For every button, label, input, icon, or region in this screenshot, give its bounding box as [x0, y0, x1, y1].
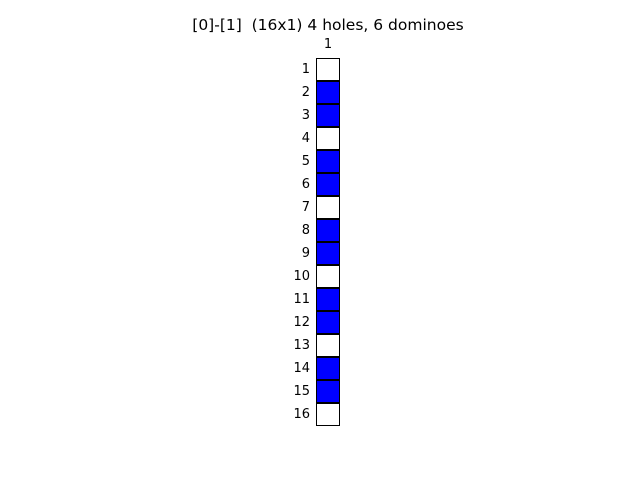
- row-label: 7: [301, 200, 310, 215]
- domino-cell: [316, 173, 340, 196]
- hole-cell: [316, 334, 340, 357]
- domino-cell: [316, 357, 340, 380]
- hole-cell: [316, 58, 340, 81]
- row-label: 5: [301, 154, 310, 169]
- board-row: 16: [293, 403, 340, 426]
- row-label: 1: [301, 62, 310, 77]
- domino-cell: [316, 311, 340, 334]
- row-label: 13: [293, 338, 310, 353]
- hole-cell: [316, 196, 340, 219]
- board-row: 3: [302, 104, 340, 127]
- row-label: 3: [301, 108, 310, 123]
- board-row: 10: [293, 265, 340, 288]
- board-row: 7: [302, 196, 340, 219]
- row-label: 16: [293, 407, 310, 422]
- row-label: 2: [301, 85, 310, 100]
- row-label: 14: [293, 361, 310, 376]
- row-label: 15: [293, 384, 310, 399]
- hole-cell: [316, 403, 340, 426]
- row-label: 9: [301, 246, 310, 261]
- row-label: 4: [301, 131, 310, 146]
- hole-cell: [316, 265, 340, 288]
- row-label: 8: [301, 223, 310, 238]
- board-row: 6: [302, 173, 340, 196]
- row-label: 10: [293, 269, 310, 284]
- board-row: 13: [293, 334, 340, 357]
- row-label: 6: [301, 177, 310, 192]
- board-row: 2: [302, 81, 340, 104]
- domino-cell: [316, 150, 340, 173]
- board-row: 4: [302, 127, 340, 150]
- row-label: 11: [293, 292, 310, 307]
- board-row: 8: [302, 219, 340, 242]
- board-row: 11: [293, 288, 340, 311]
- board-row: 14: [293, 357, 340, 380]
- row-label: 12: [293, 315, 310, 330]
- domino-cell: [316, 380, 340, 403]
- board-row: 12: [293, 311, 340, 334]
- board-row: 5: [302, 150, 340, 173]
- domino-cell: [316, 104, 340, 127]
- board-row: 15: [293, 380, 340, 403]
- domino-board: 1 2 3 4 5 6 7 8 9 10 11 12 13 14 15 16: [293, 58, 340, 426]
- domino-cell: [316, 288, 340, 311]
- board-row: 1: [302, 58, 340, 81]
- board-row: 9: [302, 242, 340, 265]
- column-label: 1: [323, 37, 333, 52]
- domino-cell: [316, 219, 340, 242]
- hole-cell: [316, 127, 340, 150]
- domino-cell: [316, 81, 340, 104]
- puzzle-title: [0]-[1] (16x1) 4 holes, 6 dominoes: [192, 16, 464, 34]
- domino-cell: [316, 242, 340, 265]
